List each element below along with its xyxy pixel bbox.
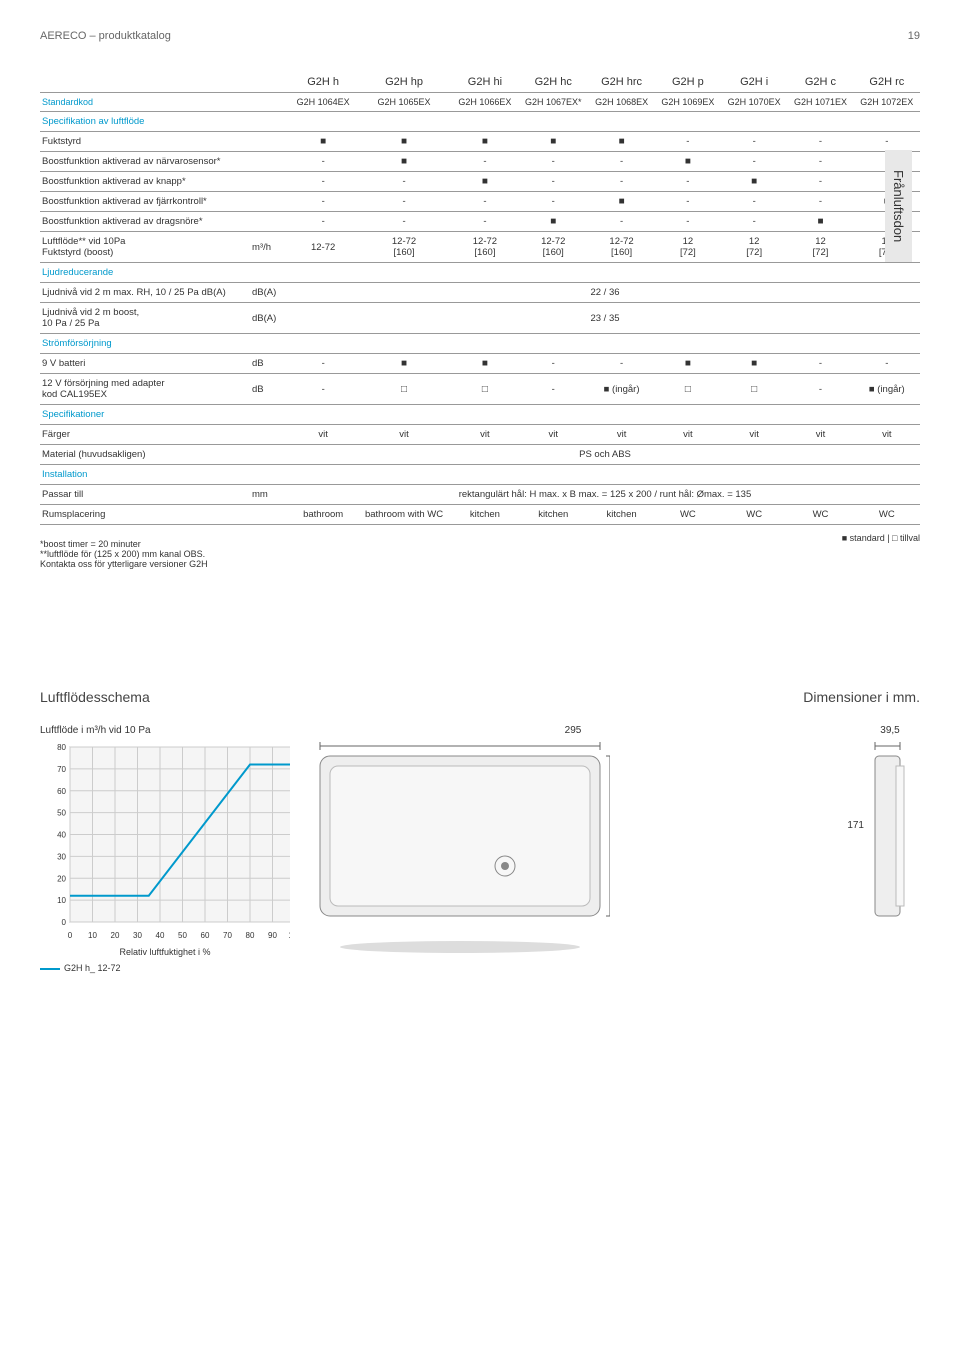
- table-row: Ljudnivå vid 2 m max. RH, 10 / 25 Pa dB(…: [40, 283, 920, 303]
- svg-text:10: 10: [88, 931, 97, 940]
- airflow-chart: Luftflöde i m³/h vid 10 Pa 0102030405060…: [40, 725, 290, 973]
- svg-text:80: 80: [57, 743, 66, 752]
- table-row: 9 V batteridB-■■--■■--: [40, 354, 920, 374]
- section-ljud: Ljudreducerande: [40, 263, 920, 283]
- table-row: Ljudnivå vid 2 m boost,10 Pa / 25 PadB(A…: [40, 303, 920, 334]
- svg-text:70: 70: [57, 765, 66, 774]
- section-luftflode: Specifikation av luftflöde: [40, 112, 920, 132]
- table-row: Boostfunktion aktiverad av fjärrkontroll…: [40, 192, 920, 212]
- svg-text:20: 20: [111, 931, 120, 940]
- svg-text:40: 40: [156, 931, 165, 940]
- svg-text:60: 60: [201, 931, 210, 940]
- section-strom: Strömförsörjning: [40, 334, 920, 354]
- doc-title: AERECO – produktkatalog: [40, 30, 171, 42]
- svg-text:0: 0: [62, 918, 67, 927]
- dim-depth: 39,5: [860, 725, 920, 736]
- svg-text:80: 80: [246, 931, 255, 940]
- svg-text:30: 30: [133, 931, 142, 940]
- table-row: Färgervitvitvitvitvitvitvitvitvit: [40, 425, 920, 445]
- svg-text:0: 0: [68, 931, 73, 940]
- table-row: 12 V försörjning med adapterkod CAL195EX…: [40, 374, 920, 405]
- svg-text:50: 50: [57, 809, 66, 818]
- side-tab: Frånluftsdon: [885, 150, 912, 262]
- table-row: Material (huvudsakligen)PS och ABS: [40, 445, 920, 465]
- page-number: 19: [908, 30, 920, 42]
- svg-text:30: 30: [57, 852, 66, 861]
- table-row: Boostfunktion aktiverad av dragsnöre*---…: [40, 212, 920, 232]
- table-row: Passar tillmmrektangulärt hål: H max. x …: [40, 485, 920, 505]
- table-row: Rumsplaceringbathroombathroom with WCkit…: [40, 505, 920, 525]
- legend: ■ standard | □ tillval: [842, 533, 920, 569]
- section-specs: Specifikationer: [40, 405, 920, 425]
- table-row: Luftflöde** vid 10PaFuktstyrd (boost)m³/…: [40, 232, 920, 263]
- table-row: Boostfunktion aktiverad av närvarosensor…: [40, 152, 920, 172]
- svg-text:20: 20: [57, 874, 66, 883]
- svg-text:60: 60: [57, 787, 66, 796]
- dimension-diagram: 295 171: [310, 725, 920, 962]
- svg-text:90: 90: [268, 931, 277, 940]
- spec-table: G2H h G2H hp G2H hi G2H hc G2H hrc G2H p…: [40, 72, 920, 525]
- svg-text:70: 70: [223, 931, 232, 940]
- chart-title: Luftflödesschema: [40, 689, 150, 705]
- dims-title: Dimensioner i mm.: [803, 689, 920, 705]
- table-row: Fuktstyrd■■■■■----: [40, 132, 920, 152]
- table-row: Boostfunktion aktiverad av knapp*--■---■…: [40, 172, 920, 192]
- svg-text:40: 40: [57, 831, 66, 840]
- section-standardkod: Standardkod: [40, 93, 250, 112]
- footnotes: *boost timer = 20 minuter **luftflöde fö…: [40, 539, 208, 569]
- svg-text:10: 10: [57, 896, 66, 905]
- dim-width: 295: [310, 725, 836, 736]
- section-install: Installation: [40, 465, 920, 485]
- svg-text:100: 100: [288, 931, 290, 940]
- svg-text:50: 50: [178, 931, 187, 940]
